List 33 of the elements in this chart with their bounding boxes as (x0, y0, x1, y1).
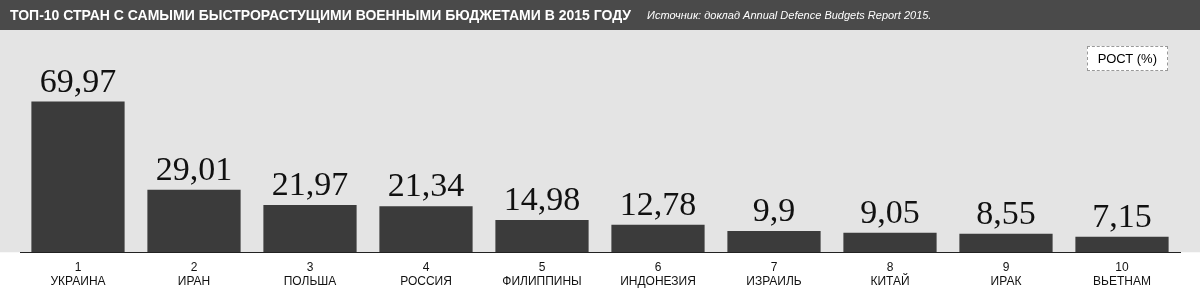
x-tick-label: 1 УКРАИНА (50, 259, 106, 289)
bar (1075, 236, 1169, 253)
data-label: 12,78 (619, 184, 697, 222)
x-tick-label: 10 ВЬЕТНАМ (1093, 259, 1151, 289)
y-axis-title: РОСТ (%) (1086, 46, 1168, 71)
bar (843, 232, 937, 253)
bar (263, 204, 357, 253)
chart-title: ТОП-10 СТРАН С САМЫМИ БЫСТРОРАСТУЩИМИ ВОЕННЫМИ БЮДЖЕТАМИ В 2015 ГОДУ (9, 7, 632, 23)
data-label: 7,15 (1092, 196, 1152, 234)
text: Источник: доклад Annual Defence Budgets Report 2015. (647, 9, 932, 21)
x-tick-label: 4 РОССИЯ (400, 259, 452, 289)
data-label: 21,34 (387, 166, 465, 204)
data-label: 14,98 (503, 179, 581, 217)
bar (611, 224, 705, 253)
bar (379, 206, 473, 253)
x-tick-label: 9 ИРАК (990, 259, 1022, 289)
data-label: 9,05 (860, 192, 920, 230)
bar (31, 101, 125, 253)
x-tick-label: 5 ФИЛИППИНЫ (502, 259, 582, 289)
bar (959, 233, 1053, 253)
data-label: 9,9 (752, 190, 796, 228)
data-label: 8,55 (976, 193, 1036, 231)
x-tick-label: 6 ИНДОНЕЗИЯ (620, 259, 696, 289)
x-tick-label: 8 КИТАЙ (870, 259, 910, 289)
bar (727, 230, 821, 253)
bar (147, 189, 241, 253)
data-label: 21,97 (271, 164, 349, 202)
x-tick-label: 3 ПОЛЬША (283, 259, 337, 289)
data-label: 29,01 (155, 149, 233, 187)
x-tick-label: 2 ИРАН (177, 259, 211, 289)
bar (495, 219, 589, 253)
x-tick-label: 7 ИЗРАИЛЬ (746, 259, 802, 289)
data-label: 69,97 (39, 61, 117, 99)
